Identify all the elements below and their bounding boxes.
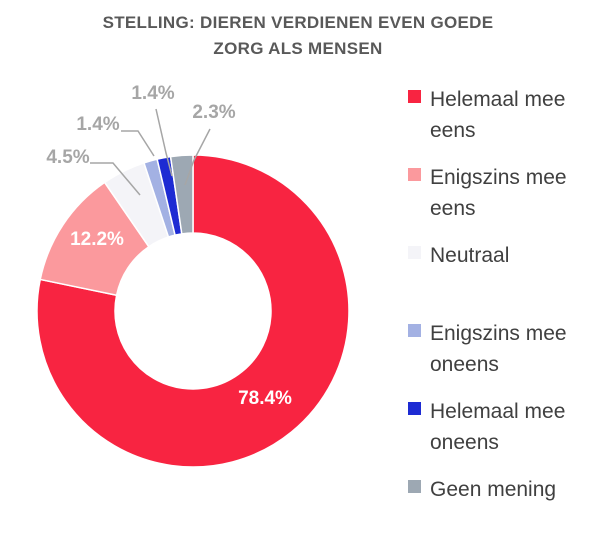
leader-line-enigszins-mee-oneens <box>121 130 155 157</box>
legend-label-line: eens <box>430 119 476 142</box>
legend-label-line: oneens <box>430 353 499 376</box>
legend-label: Enigszins mee oneens <box>430 318 594 380</box>
data-label-neutraal: 4.5% <box>46 147 89 168</box>
data-label-enigszins-mee-eens: 12.2% <box>70 229 124 250</box>
legend-swatch <box>408 480 421 493</box>
legend-label-line: Geen mening <box>430 478 557 501</box>
slice-helemaal-mee-eens <box>36 154 350 468</box>
legend-label-line: Enigszins mee <box>430 166 567 189</box>
data-label-helemaal-mee-oneens: 1.4% <box>131 83 174 104</box>
legend-label-line: oneens <box>430 431 499 454</box>
data-label-geen-mening: 2.3% <box>192 102 235 123</box>
legend-label: Helemaal mee eens <box>430 84 594 146</box>
leader-line-geen-mening <box>184 128 211 186</box>
legend-label-line: eens <box>430 197 476 220</box>
leader-line-neutraal <box>90 162 141 196</box>
chart-title-line-2: ZORG ALS MENSEN <box>213 39 383 58</box>
data-label-enigszins-mee-oneens: 1.4% <box>76 114 119 135</box>
chart-title-line-1: STELLING: DIEREN VERDIENEN EVEN GOEDE <box>102 13 494 32</box>
data-label-helemaal-mee-eens: 78.4% <box>238 388 292 409</box>
leader-line-helemaal-mee-oneens <box>155 108 173 177</box>
legend-swatch <box>408 90 421 103</box>
chart-title: STELLING: DIEREN VERDIENEN EVEN GOEDE ZO… <box>0 10 596 62</box>
legend-label: Helemaal mee oneens <box>430 396 594 458</box>
legend-label: Enigszins mee eens <box>430 162 594 224</box>
legend-label: Geen mening <box>430 474 594 505</box>
legend-swatch <box>408 246 421 259</box>
legend-swatch <box>408 168 421 181</box>
legend-label: Neutraal <box>430 240 594 271</box>
legend-label-line: Helemaal mee <box>430 88 566 111</box>
slice-geen-mening <box>169 154 194 235</box>
legend-label-line: Enigszins mee <box>430 322 567 345</box>
legend-swatch <box>408 402 421 415</box>
legend-label-line: Neutraal <box>430 244 510 267</box>
legend-swatch <box>408 324 421 337</box>
legend-label-line: Helemaal mee <box>430 400 566 423</box>
